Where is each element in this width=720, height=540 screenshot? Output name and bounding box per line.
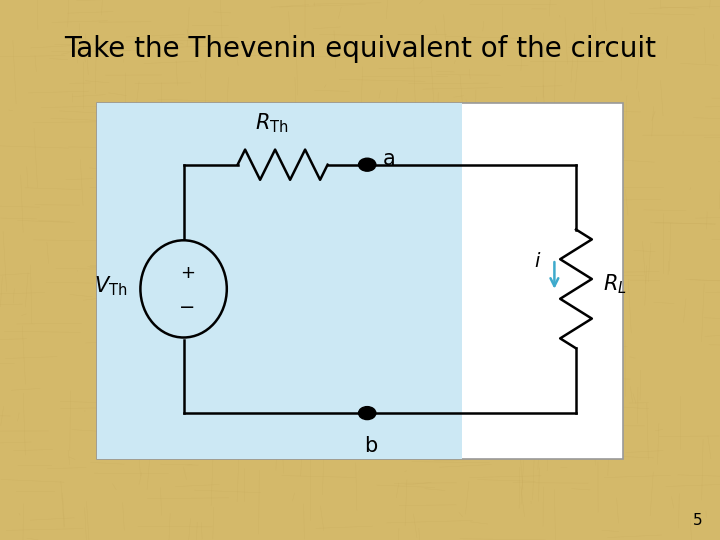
Text: $i$: $i$ xyxy=(534,252,541,272)
Circle shape xyxy=(359,158,376,171)
Text: b: b xyxy=(364,436,377,456)
FancyBboxPatch shape xyxy=(97,103,462,459)
Text: a: a xyxy=(383,149,396,170)
Circle shape xyxy=(359,407,376,420)
Text: 5: 5 xyxy=(693,513,702,528)
Text: $R_{\rm Th}$: $R_{\rm Th}$ xyxy=(255,111,289,135)
Text: +: + xyxy=(180,264,194,282)
FancyBboxPatch shape xyxy=(97,103,623,459)
Text: $V_{\rm Th}$: $V_{\rm Th}$ xyxy=(94,274,127,298)
Text: Take the Thevenin equivalent of the circuit: Take the Thevenin equivalent of the circ… xyxy=(64,35,656,63)
Text: −: − xyxy=(179,298,195,318)
Text: $R_L$: $R_L$ xyxy=(603,273,626,296)
